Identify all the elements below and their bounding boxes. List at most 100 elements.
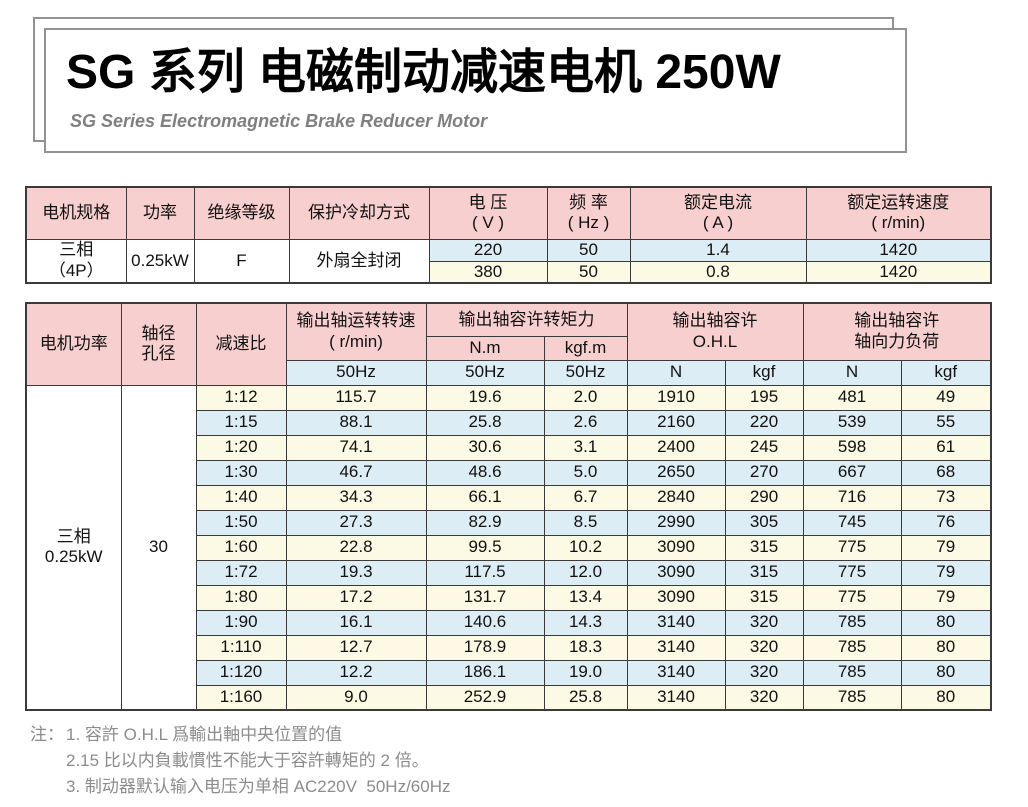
cell-ohl-n: 2160: [626, 409, 726, 436]
cell-axial-kgf: 76: [900, 509, 992, 536]
header-voltage-line2: ( V ): [471, 213, 505, 233]
title-frame-inner: [44, 28, 907, 153]
cell-ratio: 1:160: [195, 684, 287, 711]
cell-motor-spec: 三相 （4P）: [25, 238, 127, 284]
cell-torque-kgfm: 12.0: [543, 559, 628, 586]
cell-output-speed: 19.3: [285, 559, 427, 586]
cell-ohl-kgf: 320: [724, 659, 804, 686]
cell-motor-spec-line2: （4P）: [48, 260, 104, 280]
table-row: 三相 0.25kW 30 1:12 115.7 19.6 2.0 1910 195 481 49: [25, 384, 992, 711]
cell-axial-kgf: 55: [900, 409, 992, 436]
cell-axial-kgf: 79: [900, 559, 992, 586]
cell-ratio: 1:30: [195, 459, 287, 486]
cell-ohl-n: 3090: [626, 559, 726, 586]
cell-torque-kgfm: 13.4: [543, 584, 628, 611]
cell-ohl-kgf: 195: [724, 384, 804, 411]
cell-ohl-kgf: 320: [724, 684, 804, 711]
header-voltage: 电 压 ( V ): [428, 186, 548, 240]
cell-axial-n: 785: [802, 684, 902, 711]
cell-axial-kgf: 79: [900, 584, 992, 611]
cell-output-speed: 88.1: [285, 409, 427, 436]
cell-ohl-kgf: 290: [724, 484, 804, 511]
cell-ohl-kgf: 315: [724, 584, 804, 611]
cell-torque-kgfm: 2.0: [543, 384, 628, 411]
cell-output-speed: 34.3: [285, 484, 427, 511]
cell-output-speed: 16.1: [285, 609, 427, 636]
cell-ohl-n: 3090: [626, 584, 726, 611]
cell-ohl-n: 3090: [626, 534, 726, 561]
cell-torque-nm: 252.9: [425, 684, 545, 711]
table-row: 1:80 17.2 131.7 13.4 3090 315 775 79: [26, 584, 992, 611]
cell-axial-kgf: 49: [900, 384, 992, 411]
cell-ohl-n: 3140: [626, 634, 726, 661]
cell-axial-n: 775: [802, 559, 902, 586]
cell-torque-nm: 186.1: [425, 659, 545, 686]
cell-torque-nm: 66.1: [425, 484, 545, 511]
table-row: 1:72 19.3 117.5 12.0 3090 315 775 79: [26, 559, 992, 586]
subheader-axial-kgf: kgf: [900, 359, 992, 386]
cell-ohl-kgf: 220: [724, 409, 804, 436]
cell-ohl-kgf: 320: [724, 609, 804, 636]
cell-voltage: 380: [428, 260, 548, 284]
cell-current: 1.4: [629, 238, 807, 262]
cell-axial-kgf: 73: [900, 484, 992, 511]
subheader-kgfm-50hz: 50Hz: [543, 359, 628, 386]
cell-ratio: 1:12: [195, 384, 287, 411]
table-row: 380 50 0.8 1420: [26, 260, 992, 284]
cell-axial-kgf: 79: [900, 534, 992, 561]
cell-output-speed: 12.7: [285, 634, 427, 661]
header-insulation-class: 绝缘等级: [193, 186, 290, 240]
subheader-speed-50hz: 50Hz: [285, 359, 427, 386]
header-output-speed-line1: 输出轴运转转速: [296, 311, 416, 331]
cell-ratio: 1:40: [195, 484, 287, 511]
cell-axial-kgf: 68: [900, 459, 992, 486]
cell-axial-kgf: 80: [900, 684, 992, 711]
cell-ohl-n: 2840: [626, 484, 726, 511]
cell-torque-kgfm: 2.6: [543, 409, 628, 436]
header-ohl-line1: 输出轴容许: [672, 311, 758, 331]
cell-motor-power: 三相 0.25kW: [25, 384, 122, 711]
cell-ratio: 1:72: [195, 559, 287, 586]
cell-ohl-kgf: 315: [724, 534, 804, 561]
header-rated-speed: 额定运转速度 ( r/min): [805, 186, 992, 240]
cell-ratio: 1:50: [195, 509, 287, 536]
ratio-table-body: 三相 0.25kW 30 1:12 115.7 19.6 2.0 1910 195 481 49 1:…: [25, 384, 992, 711]
header-ohl-line2: O.H.L: [692, 331, 738, 351]
cell-ratio: 1:80: [195, 584, 287, 611]
header-axial-line1: 输出轴容许: [854, 311, 940, 331]
header-ratio: 减速比: [195, 302, 287, 386]
cell-output-speed: 17.2: [285, 584, 427, 611]
cell-torque-kgfm: 14.3: [543, 609, 628, 636]
table-row: 1:50 27.3 82.9 8.5 2990 305 745 76: [26, 509, 992, 536]
header-rated-speed-line1: 额定运转速度: [847, 192, 950, 212]
cell-ratio: 1:15: [195, 409, 287, 436]
cell-torque-nm: 117.5: [425, 559, 545, 586]
table-row: 1:20 74.1 30.6 3.1 2400 245 598 61: [26, 434, 992, 461]
cell-torque-kgfm: 8.5: [543, 509, 628, 536]
cell-insulation: F: [193, 238, 290, 284]
table-row: 1:90 16.1 140.6 14.3 3140 320 785 80: [26, 609, 992, 636]
cell-output-speed: 27.3: [285, 509, 427, 536]
cell-speed: 1420: [805, 260, 992, 284]
cell-ratio: 1:60: [195, 534, 287, 561]
header-shaft-line2: 孔径: [141, 344, 176, 364]
note-item: 2.15 比以内負載慣性不能大于容許轉矩的 2 倍。: [66, 751, 429, 770]
cell-torque-kgfm: 18.3: [543, 634, 628, 661]
table-row: 1:60 22.8 99.5 10.2 3090 315 775 79: [26, 534, 992, 561]
cell-axial-n: 539: [802, 409, 902, 436]
cell-axial-kgf: 61: [900, 434, 992, 461]
header-torque-nm: N.m: [425, 335, 545, 361]
title-block: SG 系列 电磁制动减速电机 250W SG Series Electromag…: [28, 12, 912, 154]
header-motor-spec: 电机规格: [25, 186, 127, 240]
cell-output-speed: 22.8: [285, 534, 427, 561]
header-voltage-line1: 电 压: [468, 192, 508, 212]
header-protection-cooling: 保护冷却方式: [288, 186, 430, 240]
motor-spec-table: 电机规格 功率 绝缘等级 保护冷却方式 电 压 ( V ) 频 率 ( Hz )…: [25, 186, 992, 284]
subheader-ohl-n: N: [626, 359, 726, 386]
cell-output-speed: 12.2: [285, 659, 427, 686]
cell-ohl-n: 2990: [626, 509, 726, 536]
cell-torque-kgfm: 10.2: [543, 534, 628, 561]
cell-torque-nm: 48.6: [425, 459, 545, 486]
cell-ohl-n: 3140: [626, 659, 726, 686]
